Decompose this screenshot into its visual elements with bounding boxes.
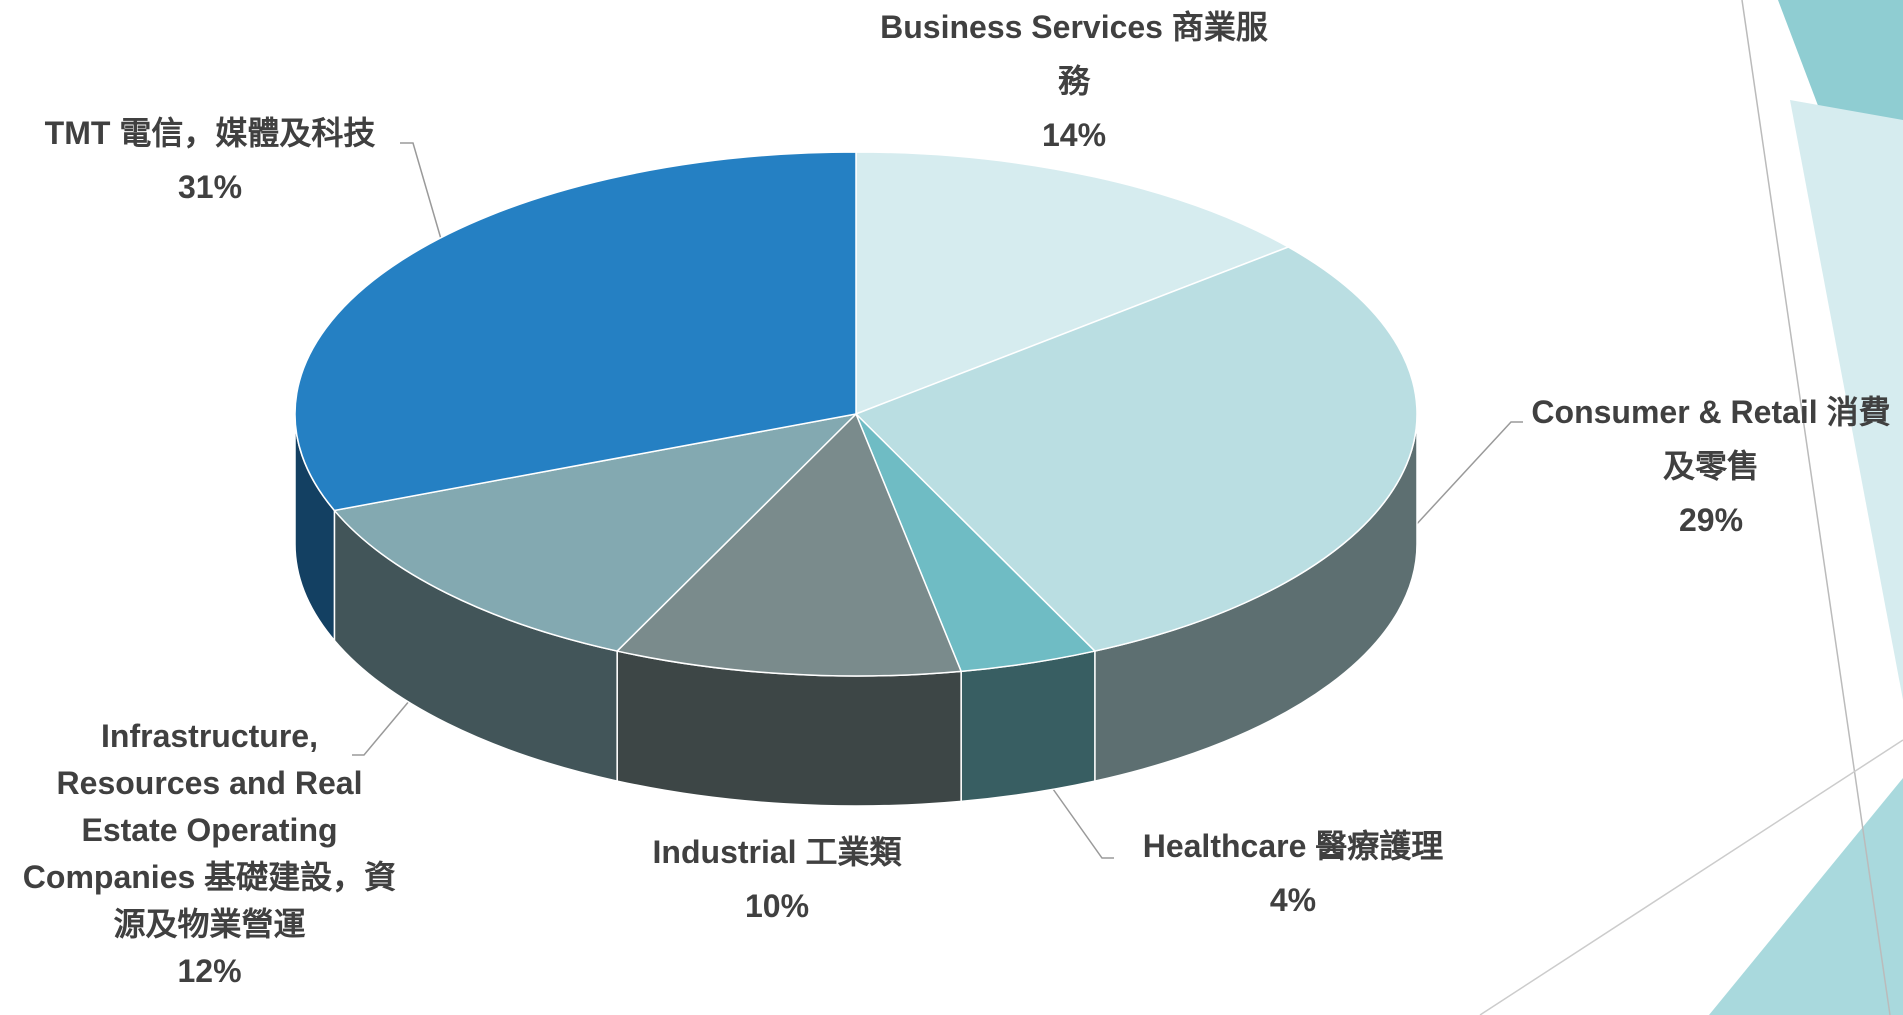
pie-top: [294, 151, 1418, 677]
value-label: 12%: [177, 953, 242, 989]
category-name: Infrastructure, Resources and Real Estat…: [22, 718, 397, 942]
slice-label: Consumer & Retail 消費及零售 29%: [1521, 385, 1901, 547]
category-name: Healthcare 醫療護理: [1142, 828, 1444, 864]
slice-label: Business Services 商業服務 14%: [874, 0, 1274, 162]
decor-shape: [1790, 100, 1903, 700]
slice-label: TMT 電信，媒體及科技 31%: [0, 106, 420, 214]
pie-sides: [294, 413, 1418, 807]
slice-label: Industrial 工業類 10%: [557, 825, 997, 933]
slice-side: [960, 650, 1096, 803]
slice: [615, 412, 963, 677]
leader-line: [400, 142, 442, 240]
value-label: 14%: [1041, 117, 1107, 153]
value-label: 4%: [1269, 882, 1317, 918]
decor-shape: [1709, 778, 1903, 1015]
leader-line: [352, 693, 416, 756]
leader-lines: [352, 142, 1523, 859]
category-name: Consumer & Retail 消費及零售: [1531, 394, 1891, 484]
leader-line: [1401, 421, 1523, 541]
value-label: 10%: [744, 888, 810, 924]
decor-line: [1479, 739, 1903, 1015]
category-name: Business Services 商業服務: [880, 9, 1268, 99]
leader-line: [1052, 788, 1114, 859]
decor-line: [1741, 0, 1891, 1015]
value-label: 31%: [177, 169, 243, 205]
category-name: Industrial 工業類: [652, 834, 902, 870]
slice: [332, 412, 859, 652]
slice-label: Healthcare 醫療護理 4%: [1083, 819, 1503, 927]
slice: [854, 246, 1418, 652]
slice-label: Infrastructure, Resources and Real Estat…: [22, 713, 397, 995]
slice: [855, 151, 1291, 416]
category-name: TMT 電信，媒體及科技: [44, 115, 376, 151]
background-decoration: [1479, 0, 1903, 1015]
slice: [294, 151, 857, 512]
value-label: 29%: [1678, 502, 1744, 538]
